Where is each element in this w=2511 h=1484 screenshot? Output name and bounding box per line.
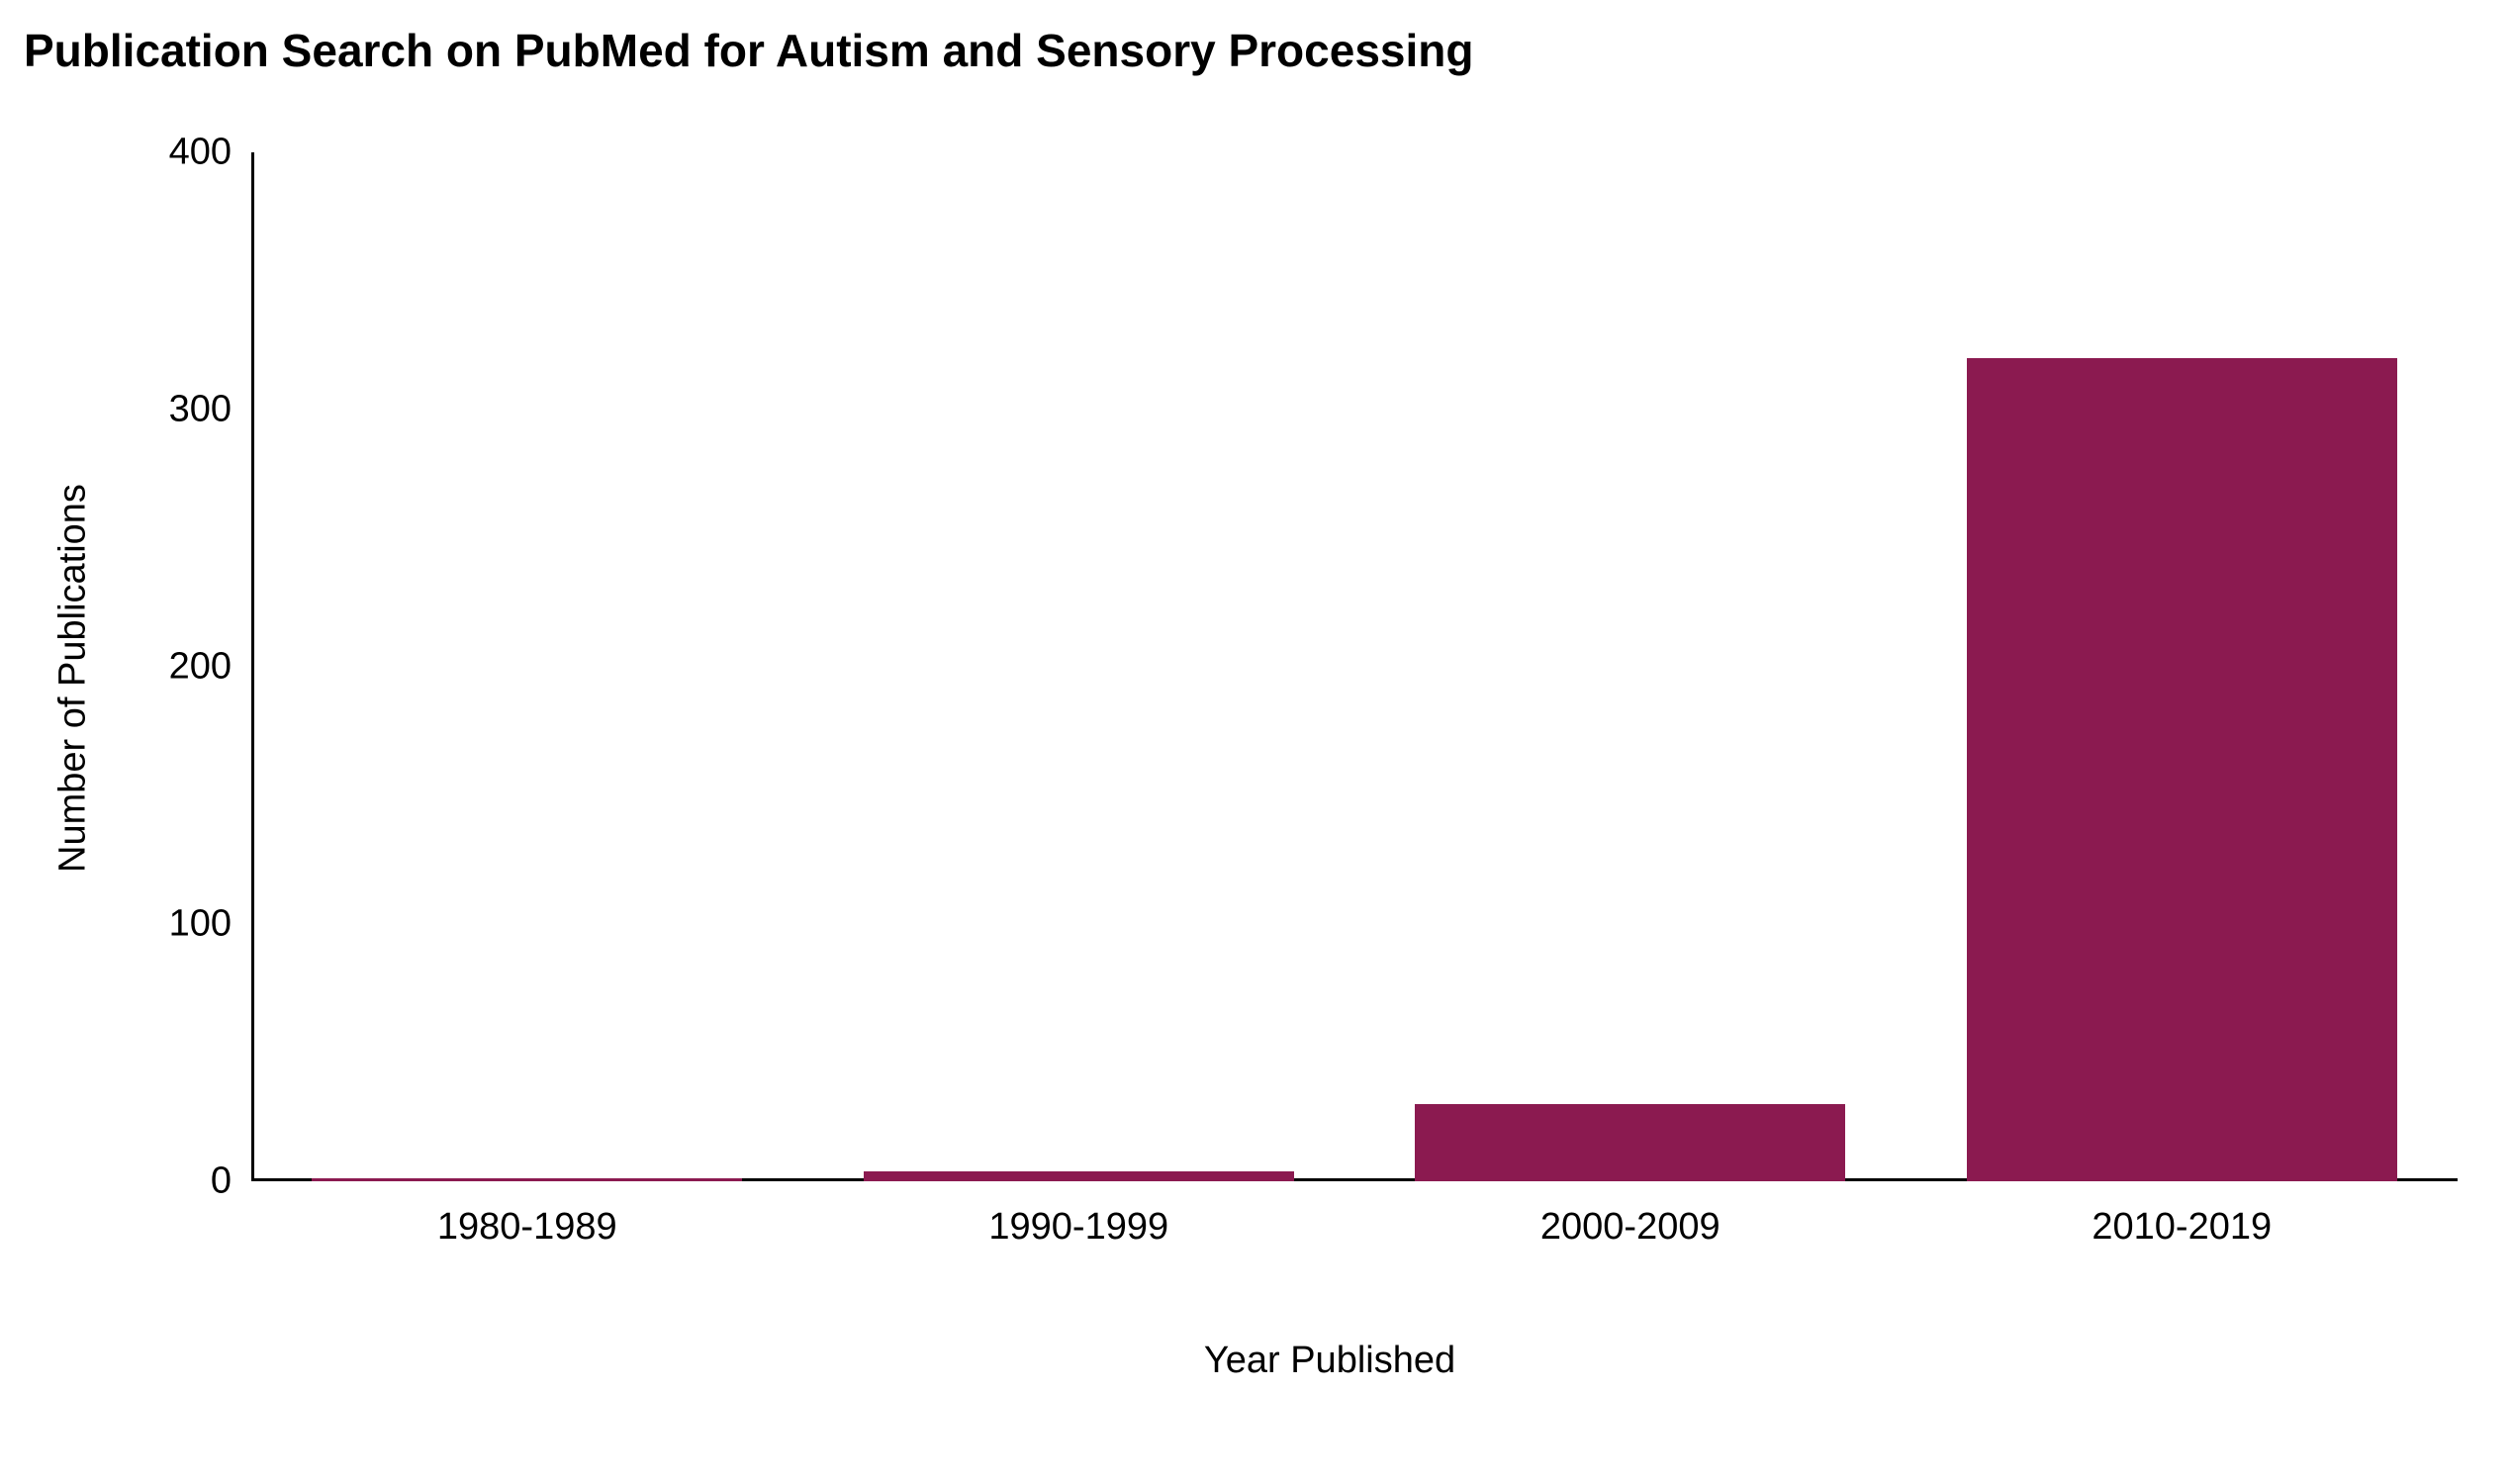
bar bbox=[1415, 1104, 1845, 1181]
y-axis-line bbox=[251, 152, 254, 1181]
plot-area bbox=[251, 152, 2458, 1181]
y-tick-label: 300 bbox=[133, 389, 232, 431]
y-axis-label: Number of Publications bbox=[52, 431, 95, 926]
x-axis-label: Year Published bbox=[1082, 1340, 1577, 1382]
bar bbox=[864, 1171, 1294, 1181]
y-tick-label: 200 bbox=[133, 646, 232, 689]
chart-title: Publication Search on PubMed for Autism … bbox=[24, 24, 1473, 77]
x-tick-label: 1990-1999 bbox=[803, 1206, 1355, 1249]
bar bbox=[312, 1178, 742, 1181]
x-tick-label: 2000-2009 bbox=[1354, 1206, 1906, 1249]
y-tick-label: 100 bbox=[133, 903, 232, 946]
x-tick-label: 1980-1989 bbox=[251, 1206, 803, 1249]
y-tick-label: 0 bbox=[133, 1160, 232, 1203]
x-tick-label: 2010-2019 bbox=[1906, 1206, 2459, 1249]
chart-container: Publication Search on PubMed for Autism … bbox=[24, 24, 2487, 1460]
bar bbox=[1967, 358, 2397, 1181]
y-tick-label: 400 bbox=[133, 132, 232, 174]
